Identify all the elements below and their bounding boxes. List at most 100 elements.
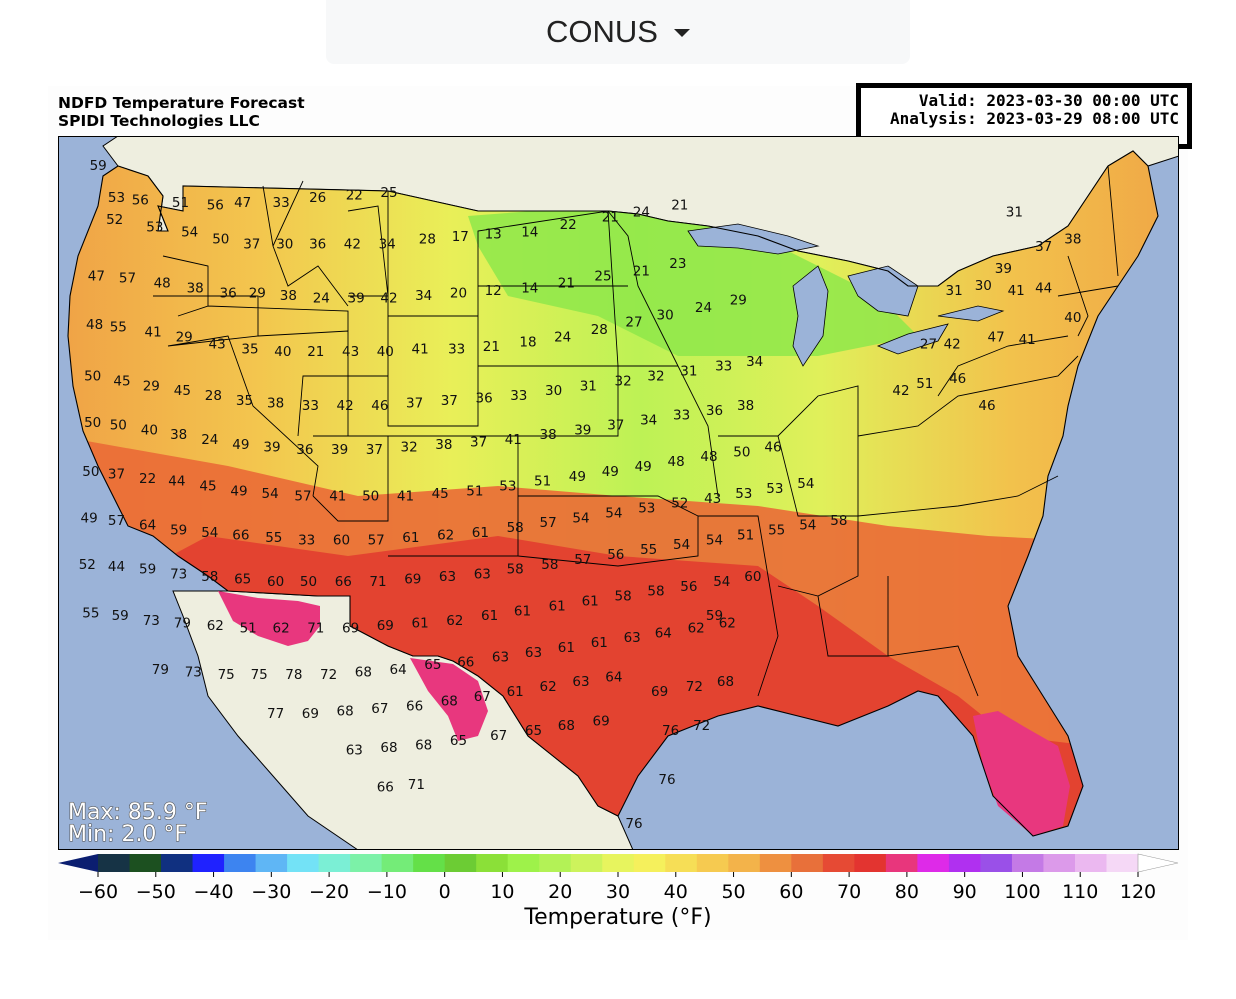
temperature-label: 44	[108, 559, 125, 575]
colorbar-bin	[98, 854, 131, 872]
temperature-label: 39	[263, 439, 280, 455]
state-borders	[153, 165, 1119, 697]
temperature-label: 21	[602, 210, 619, 226]
temperature-label: 31	[580, 378, 597, 394]
temperature-label: 45	[432, 486, 449, 502]
temperature-label: 49	[81, 510, 98, 526]
temperature-label: 58	[830, 513, 847, 529]
temperature-label: 69	[302, 706, 319, 722]
temperature-label: 54	[201, 525, 218, 541]
colorbar-bin	[822, 854, 855, 872]
temperature-label: 63	[624, 630, 641, 646]
analysis-time: Analysis: 2023-03-29 08:00 UTC	[890, 109, 1179, 128]
temperature-label: 51	[172, 195, 189, 211]
temperature-label: 68	[355, 664, 372, 680]
temperature-label: 51	[466, 483, 483, 499]
temperature-label: 24	[313, 290, 330, 306]
temperature-label: 53	[108, 190, 125, 206]
temperature-label: 21	[307, 344, 324, 360]
temperature-label: 49	[230, 483, 247, 499]
temperature-label: 14	[521, 224, 538, 240]
temperature-label: 33	[273, 195, 290, 211]
temperature-label: 42	[344, 237, 361, 253]
colorbar-tick-label: −60	[78, 881, 118, 903]
temperature-label: 68	[441, 694, 458, 710]
temperature-label: 37	[108, 466, 125, 482]
region-dropdown-label: CONUS	[546, 14, 658, 49]
temperature-label: 71	[307, 620, 324, 636]
temperature-label: 68	[415, 738, 432, 754]
temperature-label: 73	[170, 567, 187, 583]
temperature-label: 26	[309, 190, 326, 206]
colorbar-bin	[507, 854, 540, 872]
temperature-label: 54	[605, 506, 622, 522]
temperature-label: 54	[799, 518, 816, 534]
temperature-label: 52	[671, 496, 688, 512]
temperature-label: 56	[680, 579, 697, 595]
temperature-label: 34	[379, 237, 396, 253]
temperature-label: 61	[412, 616, 429, 632]
temperature-label: 65	[525, 723, 542, 739]
temperature-label: 44	[1035, 281, 1052, 297]
temperature-label: 33	[448, 342, 465, 358]
temperature-label: 67	[490, 728, 507, 744]
temperature-label: 39	[995, 261, 1012, 277]
colorbar-bin	[1074, 854, 1108, 872]
temperature-label: 63	[474, 567, 491, 583]
temperature-label: 50	[733, 444, 750, 460]
temperature-label: 62	[437, 528, 454, 544]
colorbar-bin	[885, 854, 918, 872]
temperature-label: 56	[132, 193, 149, 209]
temperature-label: 79	[152, 662, 169, 678]
temperature-label: 73	[185, 664, 202, 680]
temperature-label: 49	[569, 469, 586, 485]
temperature-label: 17	[452, 229, 469, 245]
temperature-label: 51	[916, 376, 933, 392]
title-line-1: NDFD Temperature Forecast	[58, 94, 305, 112]
temperature-label: 62	[207, 618, 224, 634]
temperature-label: 36	[706, 403, 723, 419]
colorbar-tick-label: 120	[1120, 881, 1156, 903]
temperature-label: 65	[424, 657, 441, 673]
colorbar-tick-label: 70	[837, 881, 861, 903]
temperature-label: 38	[267, 395, 284, 411]
temperature-label: 31	[946, 283, 963, 299]
temperature-label: 72	[693, 718, 710, 734]
temperature-label: 24	[554, 329, 571, 345]
temperature-label: 28	[591, 322, 608, 338]
temperature-label: 39	[348, 290, 365, 306]
temperature-label: 49	[635, 459, 652, 475]
colorbar-bin	[665, 854, 698, 872]
valid-time: Valid: 2023-03-30 00:00 UTC	[918, 91, 1179, 110]
colorbar-max-extension	[1137, 853, 1179, 873]
colorbar-min-extension	[58, 854, 98, 872]
temperature-label: 61	[472, 525, 489, 541]
temperature-label: 55	[82, 606, 99, 622]
colorbar-bin	[948, 854, 982, 872]
temperature-label: 35	[241, 342, 258, 358]
temperature-label: 53	[146, 219, 163, 235]
temperature-label: 62	[540, 679, 557, 695]
temperature-label: 21	[633, 263, 650, 279]
temperature-label: 63	[439, 569, 456, 585]
temperature-label: 62	[688, 620, 705, 636]
temperature-label: 30	[657, 307, 674, 323]
hot-spot-arizona	[218, 591, 320, 646]
colorbar-bin	[917, 854, 950, 872]
colorbar-tick-label: 0	[439, 881, 451, 903]
temperature-label: 60	[744, 569, 761, 585]
temperature-label: 40	[274, 344, 291, 360]
temperature-label: 45	[199, 479, 216, 495]
colorbar-bin	[255, 854, 288, 872]
temperature-label: 41	[397, 488, 414, 504]
temperature-label: 38	[540, 427, 557, 443]
colorbar-bin	[224, 854, 257, 872]
temperature-label: 33	[302, 398, 319, 414]
temperature-label: 68	[558, 718, 575, 734]
temperature-label: 34	[746, 354, 763, 370]
temperature-label: 13	[485, 227, 502, 243]
region-dropdown[interactable]: CONUS	[326, 0, 910, 64]
temperature-label: 44	[168, 474, 185, 490]
temperature-label: 49	[602, 464, 619, 480]
